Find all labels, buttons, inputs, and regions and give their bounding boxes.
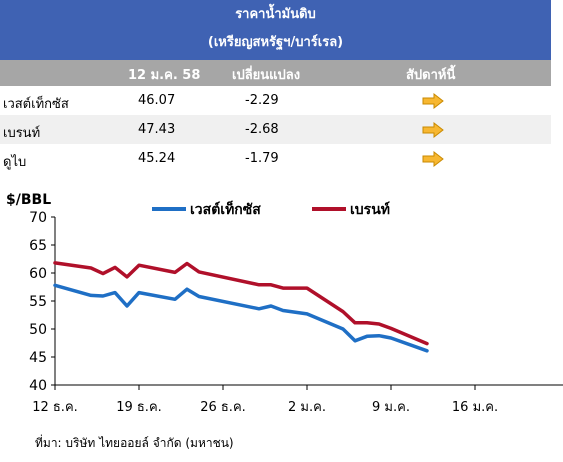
right-arrow-icon — [422, 93, 444, 109]
table-title-line2: (เหรียญสหรัฐฯ/บาร์เรล) — [207, 35, 344, 50]
row-price: 45.24 — [138, 151, 176, 166]
oil-price-chart: 40 45 50 55 60 65 70 12 ธ.ค. 19 ธ.ค. 26 ธ.ค. 2 ม.ค… — [6, 192, 563, 415]
oil-price-table: ราคาน้ำมันดิบ (เหรียญสหรัฐฯ/บาร์เรล) 12 … — [0, 0, 551, 173]
y-tick-label: 50 — [29, 322, 47, 338]
y-tick-label: 70 — [29, 210, 47, 226]
y-tick-label: 40 — [29, 378, 47, 394]
x-tick-label: 26 ธ.ค. — [200, 400, 246, 415]
column-header-week: สัปดาห์นี้ — [406, 68, 456, 83]
series-line — [53, 261, 429, 346]
series-line — [53, 283, 429, 353]
row-change: -2.29 — [245, 93, 279, 108]
row-name: เบรนท์ — [3, 126, 41, 141]
x-tick-label: 19 ธ.ค. — [116, 400, 162, 415]
table-column-headers: 12 ม.ค. 58 เปลี่ยนแปลง สัปดาห์นี้ — [0, 60, 551, 86]
x-tick-label: 16 ม.ค. — [452, 400, 498, 415]
x-tick-label: 2 ม.ค. — [288, 400, 326, 415]
legend-label: เบรนท์ — [350, 201, 390, 218]
legend-label: เวสต์เท็กซัส — [190, 200, 261, 218]
y-tick-label: 45 — [29, 350, 47, 366]
row-name: เวสต์เท็กซัส — [3, 97, 69, 112]
column-header-change: เปลี่ยนแปลง — [232, 68, 301, 83]
y-tick-label: 55 — [29, 294, 47, 310]
table-row: เวสต์เท็กซัส 46.07 -2.29 — [0, 86, 551, 115]
table-title-line1: ราคาน้ำมันดิบ — [235, 7, 316, 22]
x-tick-label: 9 ม.ค. — [372, 400, 410, 415]
table-row: เบรนท์ 47.43 -2.68 — [0, 115, 551, 144]
x-tick-label: 12 ธ.ค. — [32, 400, 78, 415]
column-header-date: 12 ม.ค. 58 — [128, 68, 201, 83]
y-axis-label: $/BBL — [6, 192, 51, 208]
row-change: -1.79 — [245, 151, 279, 166]
table-title: ราคาน้ำมันดิบ (เหรียญสหรัฐฯ/บาร์เรล) — [0, 0, 551, 60]
source-note: ที่มา: บริษัท ไทยออยล์ จำกัด (มหาชน) — [35, 436, 234, 450]
right-arrow-icon — [422, 122, 444, 138]
y-tick-label: 65 — [29, 238, 47, 254]
y-tick-label: 60 — [29, 266, 47, 282]
row-price: 46.07 — [138, 93, 176, 108]
table-row: ดูไบ 45.24 -1.79 — [0, 144, 551, 173]
row-price: 47.43 — [138, 122, 176, 137]
row-change: -2.68 — [245, 122, 279, 137]
right-arrow-icon — [422, 151, 444, 167]
row-name: ดูไบ — [3, 155, 27, 170]
